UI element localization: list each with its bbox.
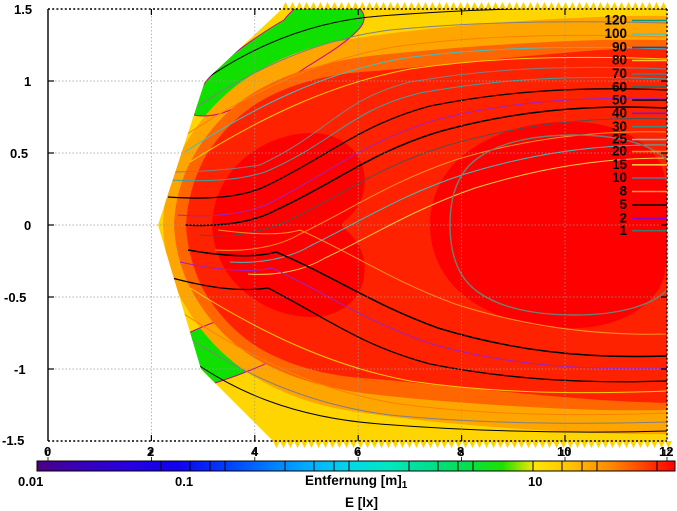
svg-text:1: 1 <box>619 223 627 238</box>
